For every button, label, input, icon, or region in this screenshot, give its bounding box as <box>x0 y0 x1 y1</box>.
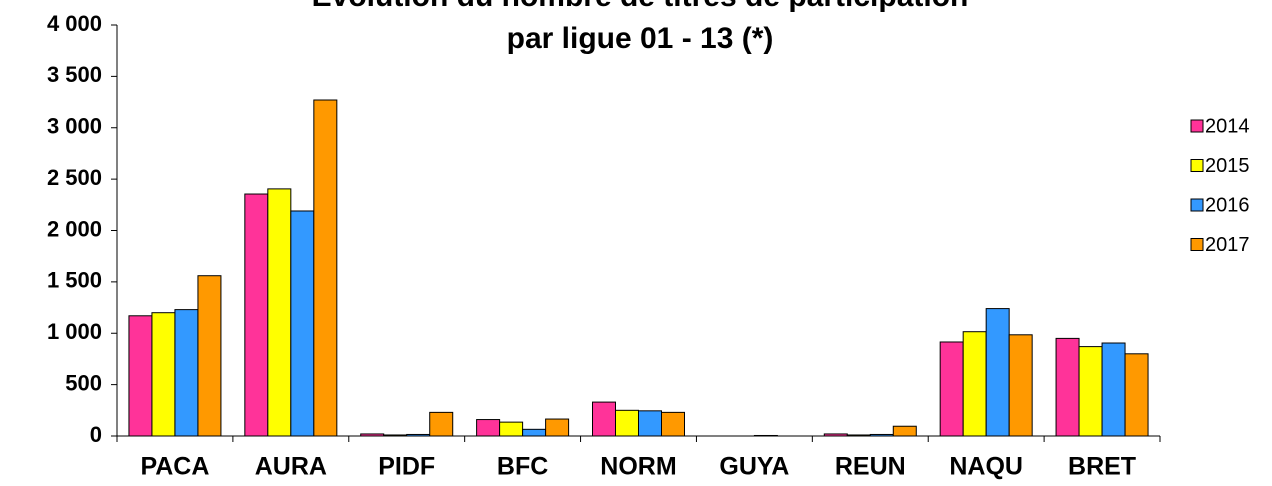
bar <box>985 308 1010 437</box>
y-tick-label: 1 500 <box>47 268 102 293</box>
y-tick-label: 4 000 <box>47 11 102 36</box>
legend-label: 2017 <box>1205 234 1250 256</box>
bar <box>1124 353 1149 437</box>
bar <box>290 210 315 437</box>
bar <box>522 428 547 437</box>
bar <box>638 410 662 437</box>
bar <box>1101 342 1126 437</box>
y-tick-label: 3 000 <box>47 114 102 139</box>
x-tick-label: NAQU <box>949 453 1023 481</box>
chart-title: Evolution du nombre de titres de partici… <box>312 0 969 13</box>
x-tick-label: GUYA <box>719 453 789 481</box>
bar <box>128 315 153 437</box>
bar <box>429 411 454 437</box>
legend-swatch <box>1190 238 1204 251</box>
bar <box>197 275 222 437</box>
y-tick-label: 2 000 <box>47 216 102 241</box>
x-tick-label: BFC <box>497 453 548 481</box>
bar <box>661 411 685 437</box>
bar <box>1078 346 1103 437</box>
bar <box>753 434 778 437</box>
bar <box>174 309 199 437</box>
bar <box>545 418 570 437</box>
x-tick-label: AURA <box>255 453 327 481</box>
y-tick-label: 3 500 <box>47 62 102 87</box>
bar <box>823 433 848 437</box>
x-tick-label: REUN <box>835 453 906 481</box>
bar <box>360 433 385 437</box>
x-tick-label: PACA <box>140 453 209 481</box>
y-tick-label: 0 <box>90 422 102 447</box>
bar <box>939 341 964 437</box>
bar <box>313 99 338 437</box>
x-tick-label: NORM <box>600 453 676 481</box>
bar <box>592 401 616 437</box>
bar <box>615 409 639 437</box>
x-tick-label: BRET <box>1068 453 1136 481</box>
bar <box>1055 337 1080 437</box>
bar <box>406 433 431 437</box>
bar <box>846 434 871 437</box>
y-tick-label: 1 000 <box>47 319 102 344</box>
legend-swatch <box>1190 159 1204 172</box>
y-tick-label: 2 500 <box>47 165 102 190</box>
bar <box>892 425 917 437</box>
bar <box>244 193 269 437</box>
bar <box>267 188 292 437</box>
bar <box>1008 334 1033 437</box>
bar <box>962 331 987 437</box>
legend-label: 2014 <box>1205 115 1250 137</box>
legend-swatch <box>1190 119 1204 133</box>
bar <box>151 312 176 437</box>
legend-label: 2016 <box>1205 194 1250 216</box>
bar <box>499 421 524 437</box>
legend-swatch <box>1190 198 1204 212</box>
y-tick-label: 500 <box>65 370 102 395</box>
bar <box>476 419 501 437</box>
bar <box>869 433 894 437</box>
x-tick-label: PIDF <box>378 453 435 481</box>
bar <box>383 434 408 437</box>
legend-label: 2015 <box>1205 155 1250 177</box>
chart-title: par ligue 01 - 13 (*) <box>507 22 774 55</box>
